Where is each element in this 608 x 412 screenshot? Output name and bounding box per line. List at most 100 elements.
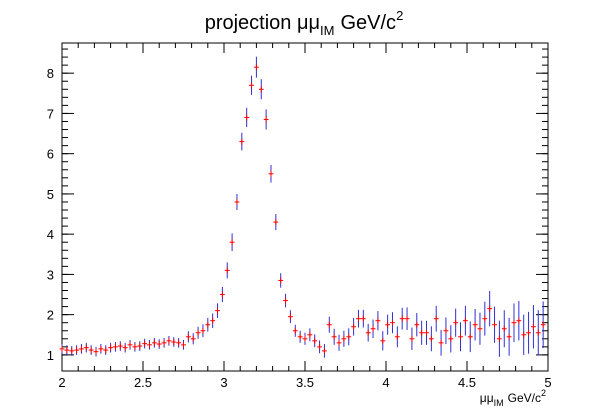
- title-sup: 2: [396, 8, 403, 23]
- data-point: [458, 322, 463, 352]
- x-tick-label: 3: [220, 375, 227, 390]
- title-main: projection μμ: [205, 12, 320, 34]
- data-point: [380, 331, 386, 351]
- data-point: [215, 303, 220, 318]
- data-point: [287, 310, 293, 324]
- data-point: [433, 305, 439, 332]
- data-point: [341, 330, 347, 347]
- y-tick-label: 6: [47, 147, 54, 162]
- data-point: [487, 290, 493, 327]
- data-point: [526, 311, 531, 354]
- axis-ticks: [61, 43, 549, 371]
- data-point: [302, 332, 308, 345]
- data-point: [181, 340, 186, 350]
- data-point: [278, 273, 284, 288]
- x-tick-label: 4.5: [458, 375, 476, 390]
- data-point: [297, 330, 303, 343]
- data-point: [253, 56, 259, 78]
- data-point: [511, 303, 517, 343]
- data-point: [322, 344, 327, 358]
- chart-title: projection μμIM GeV/c2: [205, 8, 404, 38]
- data-point: [331, 328, 337, 345]
- xlabel-unit: GeV/c: [508, 391, 541, 405]
- x-tick-label: 5: [544, 375, 551, 390]
- data-point: [88, 345, 94, 355]
- y-tick-label: 1: [47, 348, 54, 363]
- data-point: [467, 321, 473, 353]
- y-tick-label: 2: [47, 308, 54, 323]
- data-point: [530, 304, 536, 349]
- data-point: [69, 346, 75, 356]
- data-point: [234, 193, 240, 211]
- data-point: [317, 340, 323, 354]
- data-point: [404, 307, 410, 330]
- data-point: [79, 344, 84, 354]
- data-point: [273, 214, 279, 231]
- data-point: [83, 342, 89, 353]
- data-point: [224, 262, 230, 279]
- data-point: [147, 340, 152, 350]
- data-point: [190, 333, 196, 345]
- y-tick-label: 3: [47, 267, 54, 282]
- data-point: [108, 342, 114, 353]
- data-point: [74, 345, 80, 355]
- data-point: [195, 326, 201, 339]
- x-tick-labels: 2 2.5 3 3.5 4 4.5 5: [58, 375, 551, 390]
- data-point: [394, 326, 400, 348]
- data-point: [258, 79, 264, 100]
- data-point: [185, 331, 191, 343]
- data-point: [540, 301, 546, 349]
- data-point: [521, 314, 527, 355]
- data-point: [268, 164, 274, 183]
- data-point: [370, 319, 376, 338]
- data-point: [142, 338, 148, 349]
- y-tick-label: 8: [47, 66, 54, 81]
- data-point: [472, 309, 478, 341]
- data-point: [346, 328, 352, 346]
- data-point: [336, 334, 342, 351]
- data-point: [375, 311, 381, 331]
- data-point: [244, 107, 250, 128]
- data-point: [117, 341, 123, 351]
- data-point: [535, 310, 541, 356]
- data-point: [385, 314, 391, 335]
- data-point: [399, 307, 405, 330]
- xlabel-sub: IM: [494, 398, 504, 408]
- data-point: [438, 329, 444, 356]
- data-point: [307, 328, 313, 342]
- data-point: [501, 310, 507, 348]
- data-point: [516, 300, 522, 341]
- x-tick-label: 2.5: [134, 375, 152, 390]
- data-point: [171, 337, 177, 347]
- y-tick-label: 4: [47, 227, 54, 242]
- data-point: [365, 323, 371, 342]
- data-point: [443, 317, 449, 345]
- y-tick-label: 7: [47, 106, 54, 121]
- data-point: [414, 313, 420, 337]
- data-point: [98, 344, 104, 354]
- data-point: [492, 306, 497, 343]
- data-point: [219, 286, 225, 303]
- y-tick-labels: 1 2 3 4 5 6 7 8: [47, 66, 54, 363]
- data-point: [453, 308, 459, 337]
- y-tick-label: 5: [47, 187, 54, 202]
- xlabel-main: μμ: [480, 391, 494, 405]
- x-tick-label: 3.5: [296, 375, 314, 390]
- data-point: [103, 345, 109, 355]
- data-point: [205, 317, 211, 332]
- data-point: [200, 324, 206, 338]
- data-point: [93, 346, 99, 357]
- data-point: [176, 337, 182, 348]
- data-point: [249, 75, 254, 95]
- data-point: [166, 335, 172, 346]
- data-point: [113, 342, 118, 352]
- data-point: [462, 305, 468, 336]
- data-point: [482, 301, 488, 336]
- title-sub: IM: [320, 23, 334, 38]
- data-point: [239, 132, 245, 151]
- data-point: [263, 109, 269, 130]
- data-point: [496, 320, 502, 357]
- data-point: [132, 342, 138, 352]
- xlabel-sup: 2: [541, 388, 546, 398]
